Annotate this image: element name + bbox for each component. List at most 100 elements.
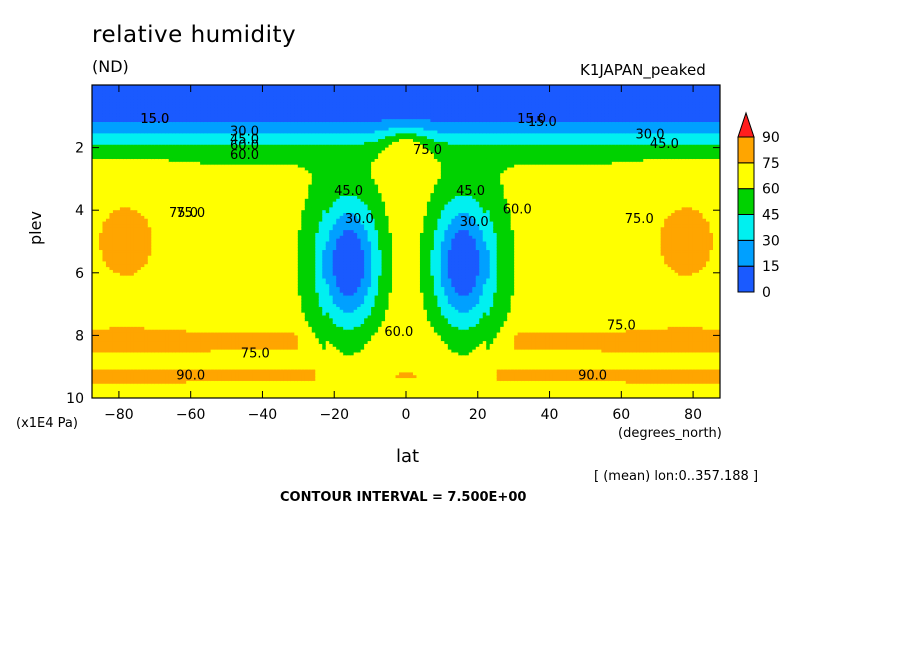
field-cell (112, 326, 118, 331)
field-cell (158, 321, 163, 325)
field-cell (193, 156, 198, 160)
field-cell (112, 287, 118, 291)
field-cell (137, 207, 142, 211)
field-cell (92, 346, 97, 351)
field-cell (175, 147, 180, 152)
field-cell (214, 355, 219, 359)
field-cell (112, 227, 118, 231)
field-cell (214, 167, 219, 171)
field-cell (210, 252, 215, 257)
field-cell (119, 284, 124, 288)
field-cell (130, 324, 135, 328)
field-cell (147, 141, 152, 146)
field-cell (95, 361, 100, 365)
field-cell (200, 124, 205, 129)
field-cell (126, 389, 131, 393)
field-cell (186, 215, 191, 220)
field-cell (196, 326, 201, 331)
field-cell (112, 378, 118, 382)
field-cell (133, 130, 138, 134)
field-cell (165, 341, 170, 345)
field-cell (112, 153, 118, 157)
field-cell (207, 281, 212, 285)
field-cell (196, 238, 201, 243)
field-cell (105, 147, 111, 152)
field-cell (214, 227, 219, 231)
field-cell (193, 247, 198, 251)
field-cell (109, 187, 114, 191)
field-cell (186, 386, 191, 391)
field-cell (179, 272, 184, 277)
field-cell (172, 85, 177, 89)
field-cell (119, 278, 124, 282)
field-cell (144, 213, 149, 217)
field-cell (144, 267, 149, 271)
field-cell (119, 96, 124, 100)
field-cell (112, 156, 118, 160)
field-cell (224, 167, 229, 171)
field-cell (221, 227, 226, 231)
field-cell (196, 349, 201, 354)
field-cell (147, 341, 152, 345)
field-cell (172, 141, 177, 146)
field-cell (133, 329, 138, 334)
field-cell (207, 181, 212, 186)
field-cell (123, 255, 128, 260)
field-cell (210, 150, 215, 154)
field-cell (221, 124, 226, 129)
field-cell (214, 386, 219, 391)
field-cell (207, 218, 212, 223)
field-cell (147, 164, 152, 169)
field-cell (224, 116, 229, 120)
field-cell (133, 244, 138, 248)
field-cell (182, 378, 187, 382)
field-cell (123, 173, 128, 177)
field-cell (123, 207, 128, 211)
field-cell (116, 107, 121, 112)
field-cell (109, 281, 114, 285)
field-cell (158, 380, 163, 385)
field-cell (95, 389, 100, 393)
field-cell (123, 269, 128, 274)
field-cell (186, 392, 191, 396)
field-cell (179, 190, 184, 194)
field-cell (217, 306, 222, 311)
field-cell (109, 133, 114, 137)
field-cell (175, 258, 180, 263)
field-cell (105, 358, 111, 362)
field-cell (221, 235, 226, 240)
field-cell (172, 287, 177, 291)
field-cell (161, 193, 166, 197)
field-cell (109, 275, 114, 280)
field-cell (182, 287, 187, 291)
field-cell (144, 250, 149, 254)
field-cell (126, 227, 131, 231)
field-cell (130, 375, 135, 379)
field-cell (119, 295, 124, 300)
field-cell (200, 93, 205, 97)
field-cell (189, 87, 194, 92)
field-cell (154, 269, 159, 274)
field-cell (137, 284, 142, 288)
field-cell (109, 269, 114, 274)
field-cell (193, 238, 198, 243)
field-cell (102, 139, 107, 143)
field-cell (210, 141, 215, 146)
field-cell (123, 275, 128, 280)
field-cell (92, 190, 97, 194)
field-cell (98, 244, 104, 248)
field-cell (203, 250, 208, 254)
field-cell (154, 141, 159, 146)
field-cell (144, 198, 149, 203)
field-cell (175, 295, 180, 300)
field-cell (161, 124, 166, 129)
field-cell (140, 190, 145, 194)
field-cell (175, 221, 180, 226)
field-cell (210, 161, 215, 166)
field-cell (109, 267, 114, 271)
field-cell (196, 124, 201, 129)
field-cell (182, 318, 187, 322)
field-cell (140, 295, 145, 300)
field-cell (179, 150, 184, 154)
field-cell (95, 346, 100, 351)
